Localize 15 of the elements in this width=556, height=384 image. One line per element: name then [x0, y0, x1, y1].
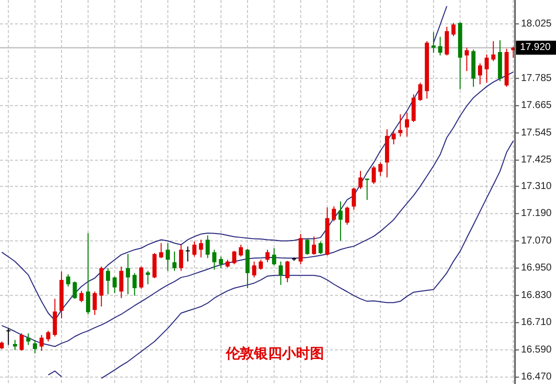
y-tick-label: 16.830 — [521, 290, 552, 301]
y-tick-label: 17.070 — [521, 235, 552, 246]
y-tick-label: 17.785 — [521, 72, 552, 84]
y-tick-label: 18.025 — [521, 18, 552, 30]
text: 伦敦银四小时图 — [225, 345, 324, 361]
ref-line-label: 17.920 — [520, 42, 552, 54]
y-tick-label: 17.665 — [521, 100, 552, 112]
y-tick-label: 17.190 — [521, 208, 552, 220]
y-tick-label: 17.545 — [521, 127, 552, 138]
y-tick-label: 16.590 — [521, 344, 552, 356]
y-tick-label: 17.310 — [521, 180, 552, 192]
y-tick-label: 16.470 — [521, 372, 552, 383]
y-tick-label: 16.710 — [521, 317, 552, 328]
y-tick-label: 16.950 — [521, 262, 552, 274]
y-tick-label: 17.425 — [521, 154, 552, 166]
